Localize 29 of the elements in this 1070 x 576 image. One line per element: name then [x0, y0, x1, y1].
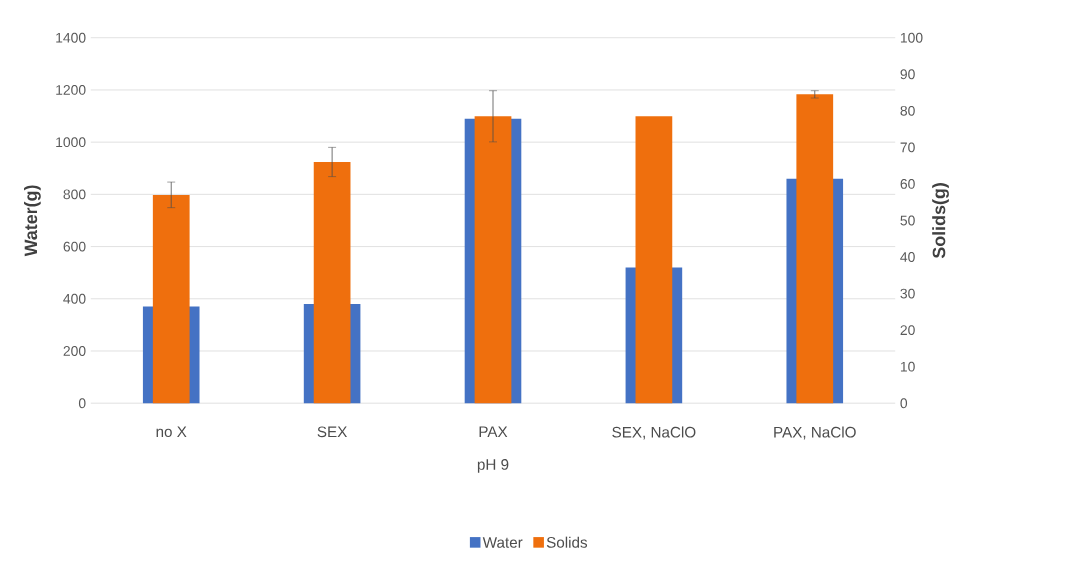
y2-tick-label: 10 [900, 361, 915, 372]
x-tick-label: SEX [317, 426, 348, 438]
y2-tick-label: 40 [900, 252, 915, 262]
y2-tick-label: 70 [900, 142, 915, 153]
y2-tick-label: 50 [900, 215, 915, 226]
y2-tick-label: 30 [900, 288, 915, 299]
x-axis-title: pH 9 [477, 459, 509, 473]
y-tick-label: 200 [63, 346, 86, 356]
x-tick-label: no X [156, 426, 187, 438]
y2-tick-label: 0 [900, 398, 908, 409]
legend-label: Water [482, 537, 523, 548]
y2-tick-label: 60 [900, 179, 915, 189]
y2-axis-title: Solids(g) [932, 183, 949, 259]
y-tick-label: 1200 [56, 85, 86, 95]
x-tick-label: PAX [479, 426, 508, 437]
x-tick-label: SEX, NaClO [612, 426, 696, 440]
y2-tick-label: 100 [900, 32, 923, 43]
legend-label: Solids [546, 536, 588, 548]
y-axis-title: Water(g) [24, 185, 41, 257]
y-tick-label: 1000 [56, 137, 86, 148]
y-tick-label: 800 [63, 189, 86, 200]
y2-tick-label: 20 [900, 325, 915, 336]
y2-tick-label: 80 [900, 105, 915, 116]
y-tick-label: 400 [63, 293, 86, 304]
y-tick-label: 600 [63, 241, 86, 252]
y-tick-label: 0 [78, 398, 86, 409]
x-tick-label: PAX, NaClO [774, 426, 856, 440]
y-tick-label: 1400 [56, 32, 86, 43]
y2-tick-label: 90 [900, 69, 915, 80]
